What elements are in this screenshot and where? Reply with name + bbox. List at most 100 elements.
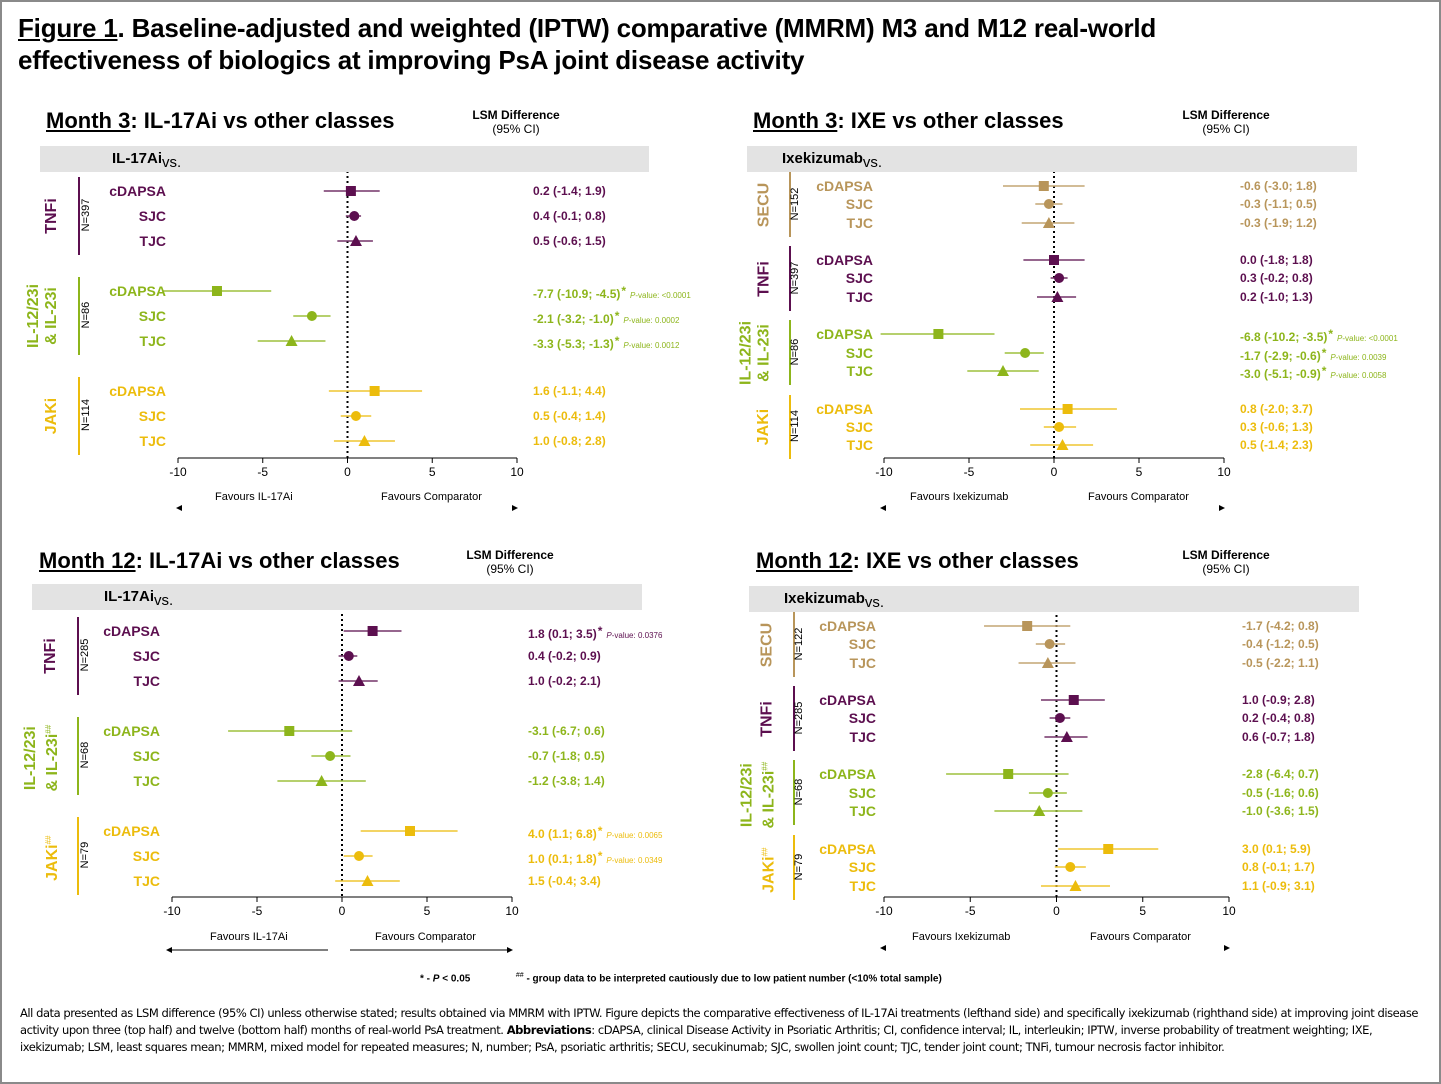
row-label-sjc: SJC <box>848 636 876 652</box>
lsm-difference-header: LSM Difference (95% CI) <box>1156 108 1296 136</box>
lsm-ci-text: 0.6 (-0.7; 1.8) <box>1242 730 1315 744</box>
lsm-header-title: LSM Difference <box>1182 548 1270 562</box>
point-estimate-triangle <box>361 875 374 886</box>
row-label-cdapsa: cDAPSA <box>816 178 873 194</box>
row-label-tjc: TJC <box>849 878 876 894</box>
lsm-difference-header: LSM Difference (95% CI) <box>440 548 580 576</box>
lsm-ci-text: -0.5 (-1.6; 0.6) <box>1242 786 1319 800</box>
point-estimate-triangle <box>1042 217 1055 228</box>
lsm-ci-text: -0.3 (-1.9; 1.2) <box>1240 216 1317 230</box>
group-bracket <box>78 277 80 355</box>
row-label-tjc: TJC <box>846 437 873 453</box>
point-estimate-circle <box>1054 713 1065 723</box>
group-bracket <box>789 395 791 459</box>
lsm-ci-text: 0.0 (-1.8; 1.8) <box>1240 253 1313 267</box>
x-tick-label: -5 <box>964 465 975 479</box>
lsm-value: 1.6 (-1.1; 4.4) <box>533 384 606 398</box>
point-estimate-circle <box>350 411 361 421</box>
panel-title-rest: : IXE vs other classes <box>837 108 1064 133</box>
group-bracket <box>793 835 795 900</box>
p-value-prefix: -value: <box>1342 334 1369 343</box>
lsm-ci-text: 1.1 (-0.9; 3.1) <box>1242 879 1315 893</box>
lsm-value: 0.5 (-0.4; 1.4) <box>533 409 606 423</box>
group-bracket <box>77 717 79 795</box>
p-value-italic: P <box>1330 371 1336 380</box>
lsm-value: 1.8 (0.1; 3.5)* P-value: 0.0376 <box>528 624 662 643</box>
lsm-ci-text: 0.4 (-0.1; 0.8) <box>533 209 606 223</box>
group-name-text: IL-12/23i & IL-23i <box>737 320 772 385</box>
group-name: IL-12/23i & IL-23i## <box>738 752 778 837</box>
lsm-header-ci: (95% CI) <box>486 562 534 576</box>
group-bracket <box>793 686 795 751</box>
reference-vs: vs. <box>862 154 883 171</box>
point-estimate-circle <box>349 211 360 221</box>
row-label-tjc: TJC <box>139 433 166 449</box>
group-name-text: TNFi <box>43 198 60 234</box>
lsm-value: -1.7 (-2.9; -0.6)* P-value: 0.0039 <box>1240 346 1386 365</box>
point-estimate-triangle <box>349 235 362 246</box>
lsm-ci-text: 0.5 (-1.4; 2.3) <box>1240 438 1313 452</box>
lsm-header-title: LSM Difference <box>466 548 554 562</box>
panel-title-month: Month 3 <box>46 108 131 133</box>
reference-drug: IL-17Ai <box>112 150 163 167</box>
lsm-header-ci: (95% CI) <box>1202 562 1250 576</box>
footnote-legend: * - P < 0.05 ## - group data to be inter… <box>420 972 942 984</box>
lsm-ci-text: 1.0 (-0.9; 2.8) <box>1242 693 1315 707</box>
p-value-italic: P <box>1330 353 1336 362</box>
row-label-tjc: TJC <box>849 655 876 671</box>
lsm-ci-text: 0.8 (-2.0; 3.7) <box>1240 402 1313 416</box>
x-tick-label: 5 <box>1136 465 1143 479</box>
lsm-value: 0.0 (-1.8; 1.8) <box>1240 253 1313 267</box>
row-label-sjc: SJC <box>138 208 166 224</box>
reference-vs: vs. <box>154 592 174 609</box>
group-bracket <box>793 612 795 677</box>
lsm-ci-text: 1.5 (-0.4; 3.4) <box>528 874 601 888</box>
panel-title: Month 12: IXE vs other classes <box>756 548 1079 574</box>
significance-star: * <box>614 309 620 323</box>
point-estimate-triangle <box>1033 805 1046 816</box>
reference-label: Ixekizumab vs. <box>784 590 884 611</box>
reference-label: IL-17Ai vs. <box>112 150 181 171</box>
arrow-left-icon <box>166 947 172 953</box>
caution-marker: ## <box>759 761 769 771</box>
lsm-value: 0.5 (-1.4; 2.3) <box>1240 438 1313 452</box>
lsm-ci-text: -1.2 (-3.8; 1.4) <box>528 774 605 788</box>
point-estimate-triangle <box>997 365 1009 376</box>
lsm-value: -0.3 (-1.9; 1.2) <box>1240 216 1317 230</box>
caption-abbreviations-label: Abbreviations <box>506 1023 592 1037</box>
point-estimate-circle <box>1020 348 1031 358</box>
x-tick-label: 10 <box>510 465 524 479</box>
p-value-prefix: -value: <box>628 316 655 325</box>
x-tick-label: 10 <box>1217 465 1231 479</box>
point-estimate-triangle <box>315 775 328 786</box>
point-estimate-triangle <box>285 335 298 346</box>
reference-bar: IL-17Ai vs. <box>32 584 642 610</box>
panel-title: Month 3: IXE vs other classes <box>753 108 1064 134</box>
x-tick-label: -5 <box>965 904 976 918</box>
point-estimate-square <box>1068 695 1079 705</box>
significance-star: * <box>1321 346 1327 360</box>
group-name: IL-12/23i & IL-23i## <box>22 709 62 807</box>
panel-title-month: Month 12 <box>39 548 136 573</box>
x-tick-label: 10 <box>505 904 519 918</box>
group-name: TNFi <box>758 676 776 761</box>
lsm-ci-text: -6.8 (-10.2; -3.5) <box>1240 330 1328 344</box>
x-tick-label: -10 <box>169 465 187 479</box>
significance-star: * <box>1328 327 1334 341</box>
point-estimate-circle <box>1054 422 1065 432</box>
panel-title: Month 3: IL-17Ai vs other classes <box>46 108 394 134</box>
lsm-ci-text: 0.4 (-0.2; 0.9) <box>528 649 601 663</box>
p-value-italic: P <box>606 831 612 840</box>
x-tick-label: 0 <box>344 465 351 479</box>
point-estimate-circle <box>354 851 364 861</box>
row-label-sjc: SJC <box>848 859 876 875</box>
point-estimate-square <box>1062 404 1073 414</box>
lsm-value: -3.1 (-6.7; 0.6) <box>528 724 605 738</box>
point-estimate-square <box>405 826 415 836</box>
row-label-tjc: TJC <box>133 773 160 789</box>
p-value-prefix: -value: <box>1335 371 1362 380</box>
point-estimate-circle <box>1043 199 1054 209</box>
row-label-sjc: SJC <box>132 848 160 864</box>
row-label-tjc: TJC <box>133 873 160 889</box>
row-label-tjc: TJC <box>139 233 166 249</box>
